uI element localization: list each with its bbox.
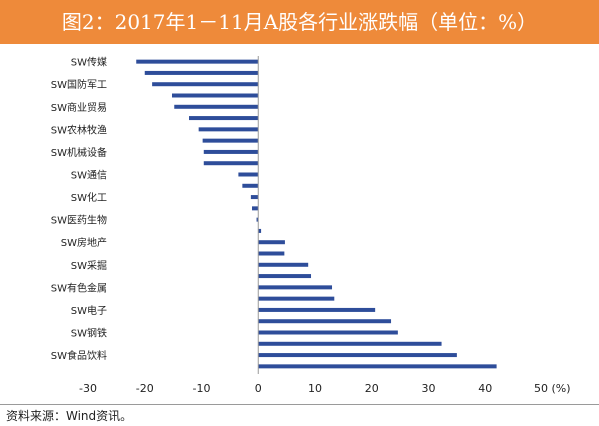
bar <box>203 161 259 166</box>
category-label: SW食品饮料 <box>51 349 107 362</box>
title-bar: 图2：2017年1－11月A股各行业涨跌幅（单位：%） <box>0 0 599 44</box>
x-tick-label: -10 <box>193 382 211 395</box>
bar <box>256 217 259 222</box>
bar <box>203 149 259 154</box>
bar <box>238 172 259 177</box>
x-tick-labels: -30 -20 -10 0 10 20 30 40 50 (%) <box>79 382 571 395</box>
bars-group <box>136 59 497 369</box>
x-tick-label: 50 (%) <box>534 382 571 395</box>
bar <box>258 364 497 369</box>
category-label: SW医药生物 <box>51 214 107 227</box>
bar <box>250 195 259 200</box>
category-label: SW商业贸易 <box>51 101 107 114</box>
chart-title: 图2：2017年1－11月A股各行业涨跌幅（单位：%） <box>61 10 538 34</box>
category-label: SW有色金属 <box>51 281 107 294</box>
bar <box>258 353 457 358</box>
category-label: SW采掘 <box>71 259 107 272</box>
category-label: SW传媒 <box>71 57 107 69</box>
category-label: SW国防军工 <box>51 78 107 91</box>
bar <box>152 82 259 87</box>
source-note: 资料来源：Wind资讯。 <box>6 409 133 423</box>
x-tick-label: -30 <box>79 382 97 395</box>
x-tick-label: 20 <box>365 382 379 395</box>
category-label: SW通信 <box>71 170 107 182</box>
bar <box>171 93 259 98</box>
bar <box>258 251 285 256</box>
bar <box>258 296 335 301</box>
bar <box>136 59 259 64</box>
footer-divider <box>0 404 599 405</box>
bar <box>258 240 285 245</box>
bar <box>242 183 259 188</box>
category-label: SW电子 <box>71 304 107 317</box>
bar <box>189 116 259 121</box>
category-label: SW钢铁 <box>71 327 107 340</box>
bar <box>174 104 259 109</box>
bar-chart: SW传媒 SW国防军工 SW商业贸易 SW农林牧渔 SW机械设备 SW通信 SW化工 SW医药… <box>51 56 571 395</box>
bar <box>202 138 259 143</box>
bar <box>258 341 442 346</box>
bar <box>144 70 259 75</box>
category-label: SW房地产 <box>61 236 107 249</box>
bar <box>198 127 259 132</box>
bar <box>258 262 309 267</box>
category-labels: SW传媒 SW国防军工 SW商业贸易 SW农林牧渔 SW机械设备 SW通信 SW化工 SW医药… <box>51 57 107 362</box>
bar <box>258 330 398 335</box>
bar <box>258 307 376 312</box>
bar <box>258 319 392 324</box>
x-tick-label: 0 <box>255 382 262 395</box>
bar <box>258 285 333 290</box>
category-label: SW机械设备 <box>51 146 107 159</box>
bar <box>258 228 262 233</box>
category-label: SW农林牧渔 <box>51 123 107 136</box>
category-label: SW化工 <box>71 191 107 204</box>
x-tick-label: -20 <box>136 382 154 395</box>
bar <box>258 274 312 279</box>
x-tick-label: 40 <box>478 382 492 395</box>
x-tick-label: 10 <box>308 382 322 395</box>
x-tick-label: 30 <box>422 382 436 395</box>
bar <box>252 206 259 211</box>
